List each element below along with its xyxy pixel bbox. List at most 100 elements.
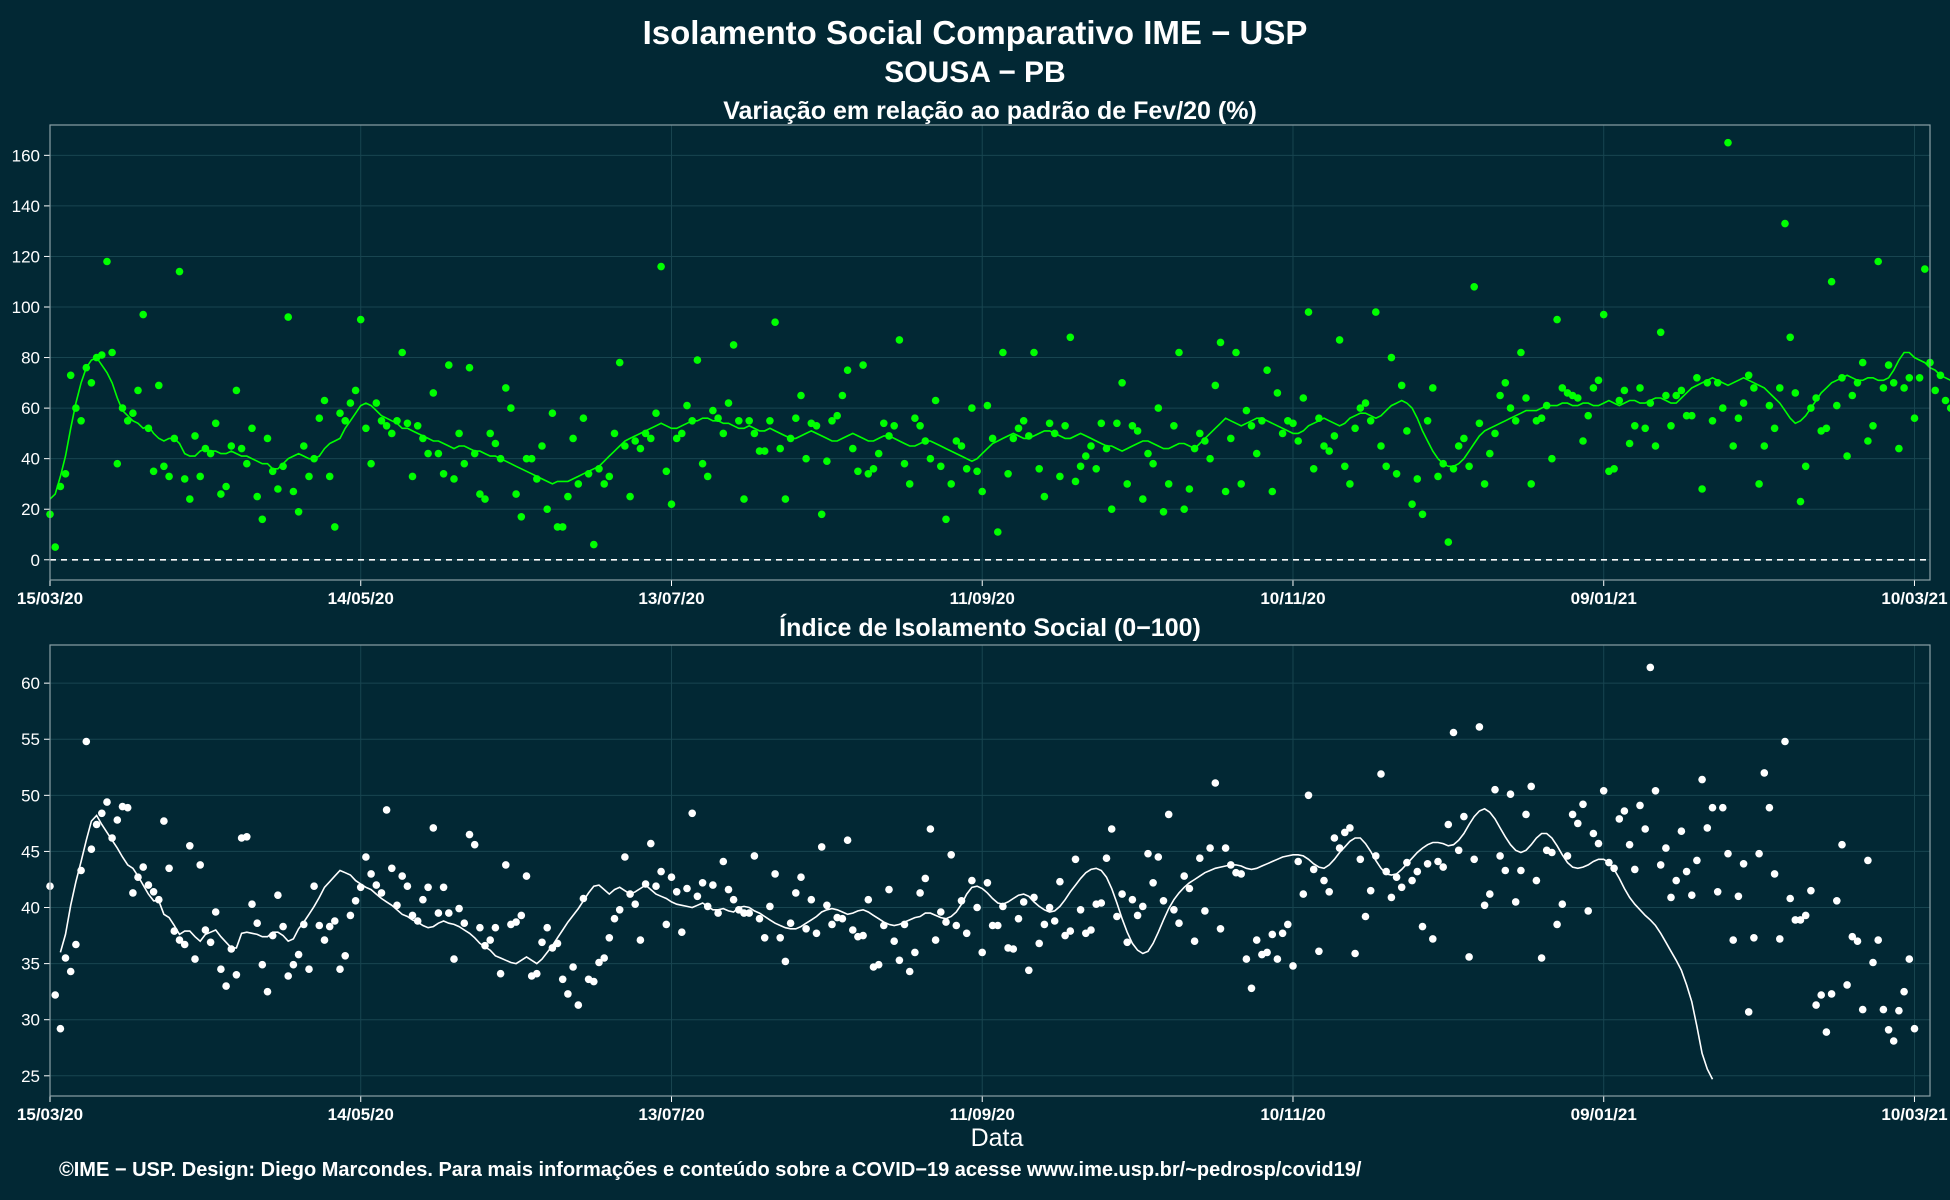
data-point	[1258, 417, 1266, 425]
data-point	[786, 434, 795, 443]
data-point	[98, 351, 106, 359]
data-point	[1242, 406, 1251, 415]
data-point	[631, 900, 639, 908]
data-point	[590, 977, 598, 986]
data-point	[1087, 926, 1095, 934]
data-point	[51, 543, 59, 551]
data-point	[978, 948, 986, 957]
data-point	[1284, 920, 1292, 929]
data-point	[315, 921, 324, 930]
x-tick-label: 10/11/20	[1260, 1105, 1325, 1124]
data-point	[294, 508, 303, 516]
data-point	[1123, 480, 1131, 488]
data-point	[512, 918, 520, 926]
data-point	[662, 467, 671, 476]
data-point	[1325, 888, 1333, 896]
data-point	[1884, 361, 1893, 369]
data-point	[486, 429, 495, 438]
data-point	[1320, 876, 1328, 885]
data-point	[113, 816, 122, 824]
y-tick-label: 50	[21, 786, 40, 805]
data-point	[1133, 427, 1142, 435]
data-point	[553, 939, 562, 948]
data-point	[1843, 452, 1851, 460]
data-point	[1175, 348, 1183, 357]
data-point	[1273, 955, 1282, 963]
x-tick-label: 11/09/20	[950, 1105, 1015, 1124]
data-point	[1688, 891, 1696, 899]
data-point	[693, 892, 702, 901]
data-point	[797, 391, 805, 400]
data-point	[56, 482, 65, 491]
data-point	[548, 409, 557, 418]
data-point	[1278, 929, 1287, 938]
data-point	[180, 475, 189, 483]
data-point	[1118, 890, 1126, 898]
data-point	[1770, 424, 1779, 433]
data-point	[911, 414, 919, 423]
data-point	[1750, 934, 1758, 942]
data-point	[864, 470, 873, 478]
data-point	[1304, 308, 1313, 316]
data-point	[232, 386, 241, 395]
data-point	[1589, 829, 1598, 838]
data-point	[1470, 855, 1478, 864]
data-point	[1102, 854, 1111, 862]
data-point	[1040, 492, 1049, 501]
data-point	[1713, 379, 1722, 387]
data-point	[439, 470, 448, 478]
data-point	[248, 424, 256, 433]
x-tick-label: 13/07/20	[638, 1105, 704, 1124]
data-point	[517, 513, 526, 521]
y-tick-label: 160	[12, 146, 40, 165]
data-point	[439, 883, 448, 892]
data-point	[320, 936, 329, 944]
data-point	[1309, 865, 1318, 874]
data-point	[1164, 480, 1173, 488]
data-point	[1366, 417, 1375, 425]
data-point	[968, 404, 976, 412]
data-point	[1372, 852, 1380, 860]
data-point	[1688, 411, 1696, 420]
x-tick-label: 10/11/20	[1260, 589, 1325, 608]
y-tick-label: 45	[21, 842, 40, 861]
data-point	[1237, 870, 1245, 878]
data-point	[605, 472, 614, 481]
data-point	[667, 873, 676, 881]
data-point	[792, 414, 800, 423]
data-point	[595, 465, 603, 473]
data-point	[1480, 901, 1489, 910]
data-point	[621, 442, 629, 450]
data-point	[1641, 825, 1649, 833]
data-point	[460, 919, 469, 927]
data-point	[828, 417, 836, 425]
data-point	[1869, 958, 1877, 967]
data-point	[1113, 419, 1121, 428]
data-point	[294, 950, 303, 959]
data-point	[258, 515, 267, 524]
data-point	[584, 470, 593, 478]
data-point	[610, 429, 619, 438]
data-point	[227, 945, 236, 953]
data-point	[445, 361, 453, 369]
data-point	[1408, 876, 1416, 885]
data-point	[351, 897, 360, 905]
data-point	[356, 883, 365, 892]
data-point	[942, 515, 950, 524]
data-point	[1247, 984, 1256, 993]
y-tick-label: 40	[21, 899, 40, 918]
data-point	[1154, 853, 1163, 861]
data-point	[1827, 990, 1836, 998]
data-point	[1092, 465, 1100, 473]
data-point	[123, 417, 132, 425]
data-point	[1734, 414, 1743, 423]
data-point	[1227, 434, 1235, 443]
data-point	[1242, 955, 1251, 963]
data-point	[729, 895, 738, 904]
data-point	[652, 409, 660, 418]
data-point	[284, 313, 293, 321]
data-point	[921, 437, 930, 445]
data-point	[1392, 873, 1401, 881]
data-point	[362, 424, 370, 433]
